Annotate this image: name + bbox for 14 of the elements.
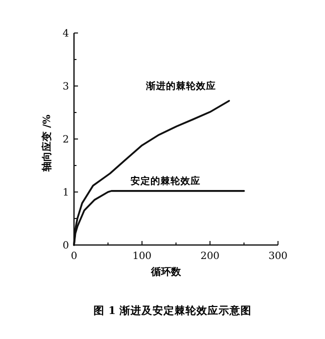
y-tick-label: 0 bbox=[62, 240, 69, 252]
caption: 图 1 渐进及安定棘轮效应示意图 bbox=[94, 304, 252, 317]
y-tick-label: 4 bbox=[62, 28, 69, 40]
y-tick-label: 3 bbox=[62, 82, 69, 92]
x-tick-label: 200 bbox=[200, 251, 220, 262]
x-axis-title: 循环数 bbox=[150, 266, 182, 278]
x-tick-label: 100 bbox=[132, 251, 152, 262]
x-tick-label: 0 bbox=[70, 251, 78, 262]
series-label: 安定的棘轮效应 bbox=[130, 174, 201, 187]
y-tick-label: 2 bbox=[62, 134, 69, 146]
y-tick-label: 1 bbox=[62, 188, 69, 198]
series-label: 渐进的棘轮效应 bbox=[145, 80, 216, 92]
x-tick-label: 300 bbox=[268, 251, 288, 262]
y-axis-title: 轴向应变 /% bbox=[41, 114, 53, 172]
